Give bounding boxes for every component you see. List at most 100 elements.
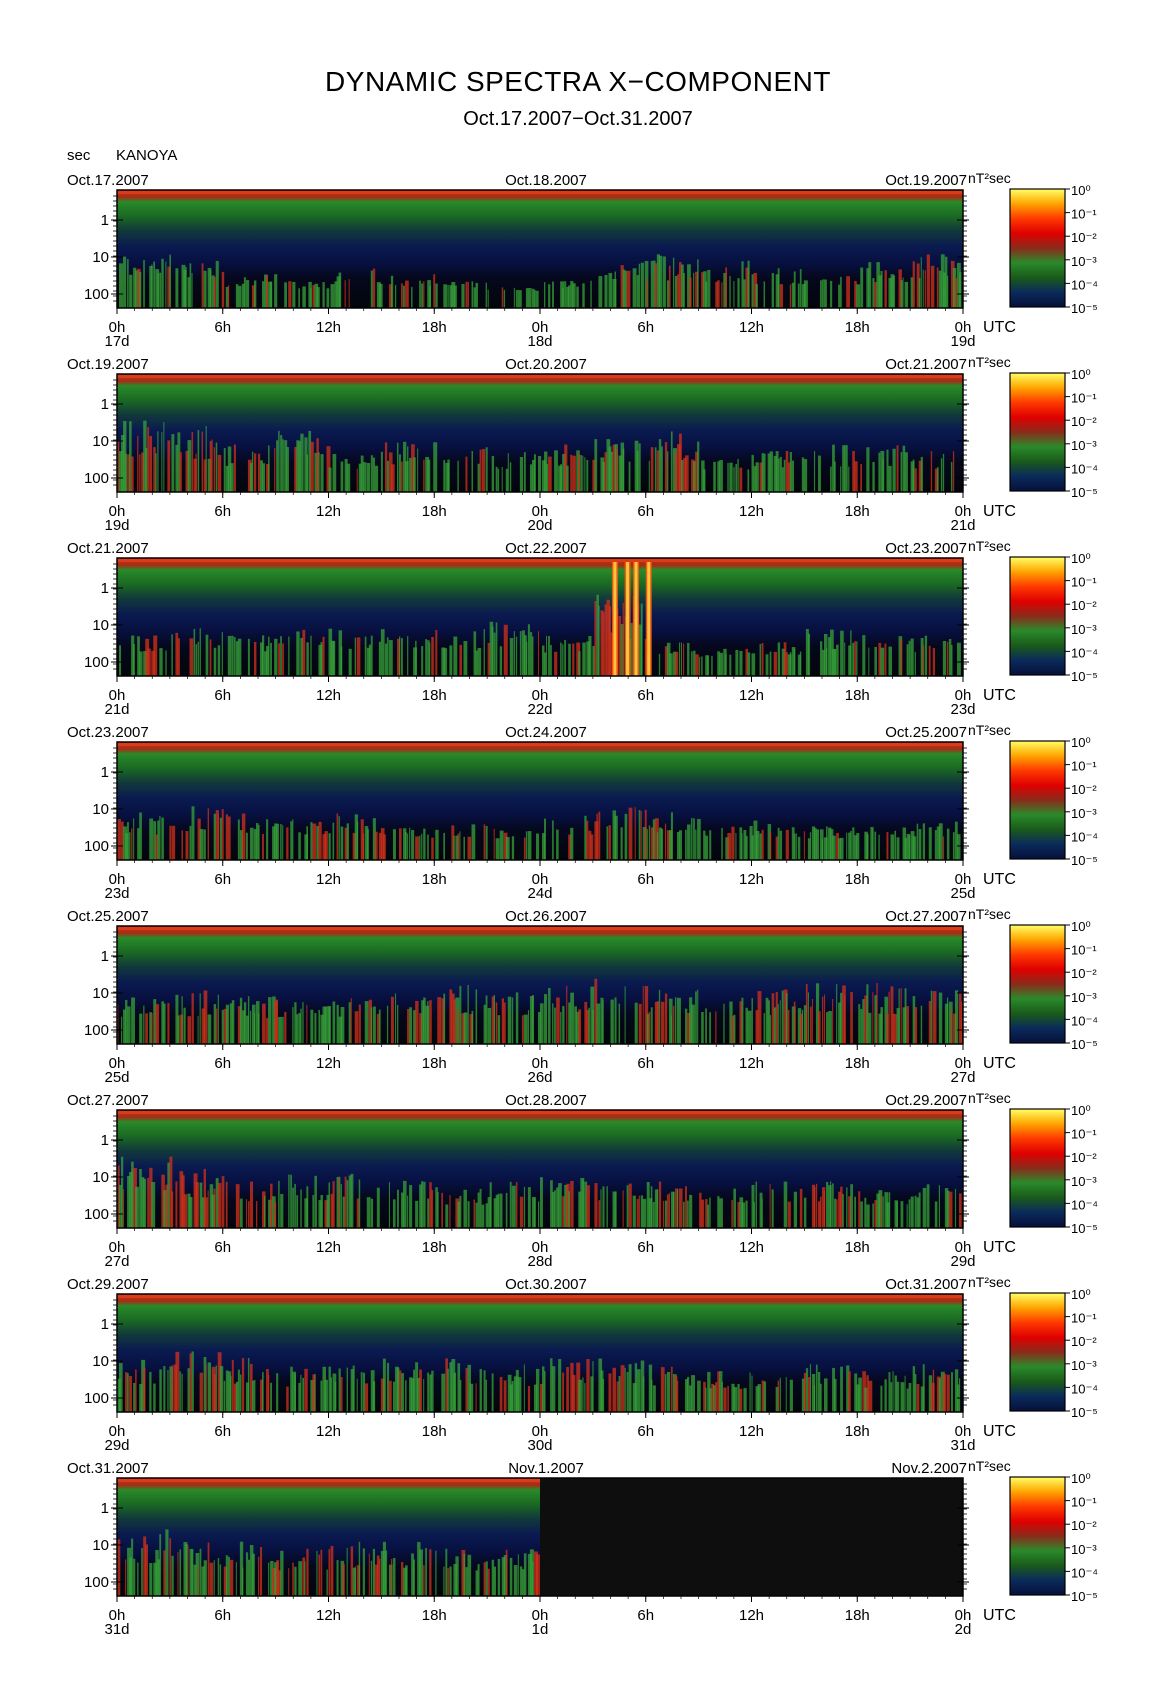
burst-column [320, 454, 324, 492]
burst-column [614, 271, 616, 308]
burst-column [886, 449, 889, 492]
day-label: 2d [955, 1621, 972, 1638]
burst-column [169, 1538, 172, 1596]
burst-column [274, 1000, 279, 1044]
burst-column [868, 1012, 872, 1044]
date-mid-label: Oct.30.2007 [505, 1276, 587, 1293]
burst-column [958, 992, 962, 1044]
burst-column [648, 1011, 651, 1044]
burst-column [193, 458, 197, 492]
burst-column [294, 1002, 297, 1044]
burst-column [139, 1383, 143, 1412]
x-tick-label: 0h [109, 1607, 126, 1624]
burst-column [515, 992, 519, 1044]
burst-column [552, 1003, 554, 1044]
burst-column [685, 1379, 689, 1412]
burst-column [566, 985, 568, 1044]
burst-column [570, 992, 574, 1044]
burst-column [775, 274, 780, 308]
burst-column [624, 270, 627, 308]
burst-column [558, 1183, 562, 1228]
burst-column [586, 460, 589, 492]
burst-column [725, 837, 729, 860]
burst-column [620, 1365, 625, 1412]
burst-column [634, 807, 636, 860]
burst-column [423, 997, 426, 1044]
burst-column [298, 1561, 303, 1596]
burst-column [451, 825, 455, 860]
burst-column [537, 1011, 541, 1044]
burst-column [862, 1371, 866, 1412]
burst-column [318, 452, 320, 492]
burst-column [896, 837, 900, 860]
burst-column [836, 644, 839, 676]
burst-column [731, 1199, 733, 1228]
burst-column [429, 1549, 432, 1596]
burst-column [562, 287, 564, 308]
burst-column [783, 989, 788, 1044]
burst-column [497, 1558, 501, 1596]
burst-column [898, 636, 903, 676]
burst-column [215, 810, 219, 860]
burst-column [942, 836, 945, 860]
burst-column [751, 1184, 755, 1228]
burst-column [487, 289, 489, 308]
burst-column [582, 1180, 584, 1228]
colorbar [1009, 740, 1066, 860]
burst-column [644, 986, 649, 1044]
burst-column [864, 1197, 867, 1228]
date-mid-label: Oct.28.2007 [505, 1092, 587, 1109]
burst-column [262, 1003, 266, 1044]
burst-column [739, 1388, 743, 1412]
colorbar [1009, 556, 1066, 676]
burst-column [121, 821, 124, 860]
burst-column [610, 451, 614, 492]
burst-column [666, 830, 671, 860]
burst-column [848, 645, 852, 676]
burst-column [687, 1376, 690, 1412]
burst-column [123, 256, 127, 308]
burst-column [205, 1364, 207, 1412]
burst-column [946, 828, 950, 860]
chart-title: DYNAMIC SPECTRA X−COMPONENT [325, 66, 831, 97]
burst-column [842, 985, 846, 1044]
burst-column [910, 638, 914, 676]
burst-column [461, 284, 465, 308]
burst-column [753, 466, 757, 492]
burst-column [262, 833, 264, 860]
burst-column [666, 642, 671, 676]
burst-column [930, 265, 935, 308]
burst-column [840, 1186, 843, 1228]
burst-column [685, 829, 687, 860]
burst-column [646, 1013, 650, 1044]
x-tick-label: 0h [955, 687, 972, 704]
x-tick-label: 6h [637, 503, 654, 520]
burst-column [425, 639, 428, 676]
storm-core [613, 562, 617, 676]
burst-column [235, 641, 239, 676]
burst-column [203, 459, 207, 492]
burst-column [249, 827, 254, 860]
x-tick-label: 0h [955, 1055, 972, 1072]
burst-column [529, 464, 533, 492]
burst-column [560, 464, 562, 492]
burst-column [296, 1195, 299, 1228]
burst-column [860, 1201, 863, 1228]
burst-column [362, 1548, 365, 1596]
burst-column [143, 1536, 147, 1596]
burst-column [924, 635, 928, 676]
burst-column [127, 454, 130, 492]
burst-column [878, 1013, 883, 1044]
x-tick-label: 0h [955, 1607, 972, 1624]
burst-column [290, 821, 293, 860]
burst-column [437, 1192, 439, 1228]
burst-column [197, 430, 200, 492]
burst-column [213, 813, 217, 860]
colorbar-label: 10⁻³ [1071, 1542, 1097, 1557]
x-tick-label: 6h [214, 503, 231, 520]
burst-column [421, 1181, 424, 1228]
day-label: 31d [104, 1621, 129, 1638]
burst-column [326, 1569, 328, 1596]
burst-column [876, 1193, 880, 1228]
burst-column [674, 275, 678, 308]
